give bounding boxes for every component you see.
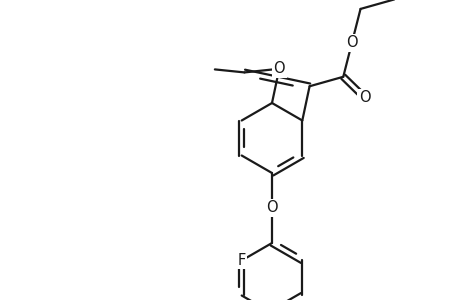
Text: O: O [358,90,369,105]
Text: O: O [273,61,285,76]
Text: O: O [266,200,277,215]
Text: O: O [345,35,357,50]
Text: F: F [237,253,245,268]
